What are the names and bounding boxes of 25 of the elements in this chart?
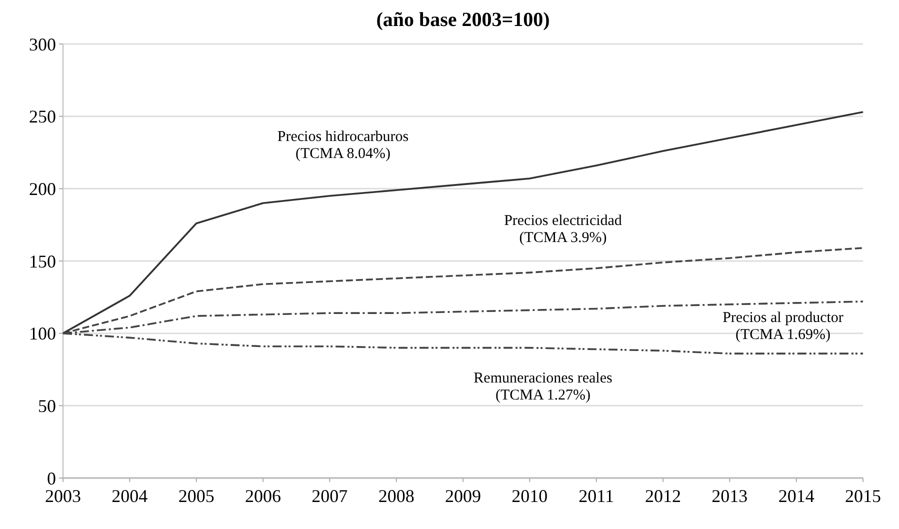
x-tick-label: 2010 — [512, 486, 548, 506]
x-tick-label: 2009 — [445, 486, 481, 506]
series-label: Precios hidrocarburos (TCMA 8.04%) — [277, 129, 409, 162]
x-tick-label: 2008 — [378, 486, 414, 506]
y-tick-label: 300 — [29, 34, 56, 54]
y-tick-label: 0 — [47, 468, 56, 488]
x-tick-label: 2013 — [712, 486, 748, 506]
y-tick-label: 50 — [38, 396, 56, 416]
y-tick-label: 150 — [29, 251, 56, 272]
chart-title: (año base 2003=100) — [376, 9, 550, 31]
x-tick-label: 2007 — [312, 486, 348, 506]
x-tick-label: 2015 — [845, 486, 881, 506]
y-tick-label: 100 — [29, 324, 56, 344]
x-tick-label: 2006 — [245, 486, 281, 506]
x-tick-label: 2005 — [178, 486, 214, 506]
x-tick-label: 2014 — [778, 486, 814, 506]
y-tick-label: 200 — [29, 178, 56, 199]
series-label: Remuneraciones reales (TCMA 1.27%) — [474, 370, 613, 404]
series-label: Precios electricidad (TCMA 3.9%) — [504, 212, 622, 246]
x-tick-label: 2011 — [578, 486, 614, 506]
x-tick-label: 2012 — [645, 486, 681, 506]
x-tick-label: 2003 — [45, 486, 81, 506]
x-tick-label: 2004 — [112, 486, 148, 506]
y-tick-label: 250 — [29, 106, 56, 127]
series-label: Precios al productor (TCMA 1.69%) — [722, 310, 844, 343]
